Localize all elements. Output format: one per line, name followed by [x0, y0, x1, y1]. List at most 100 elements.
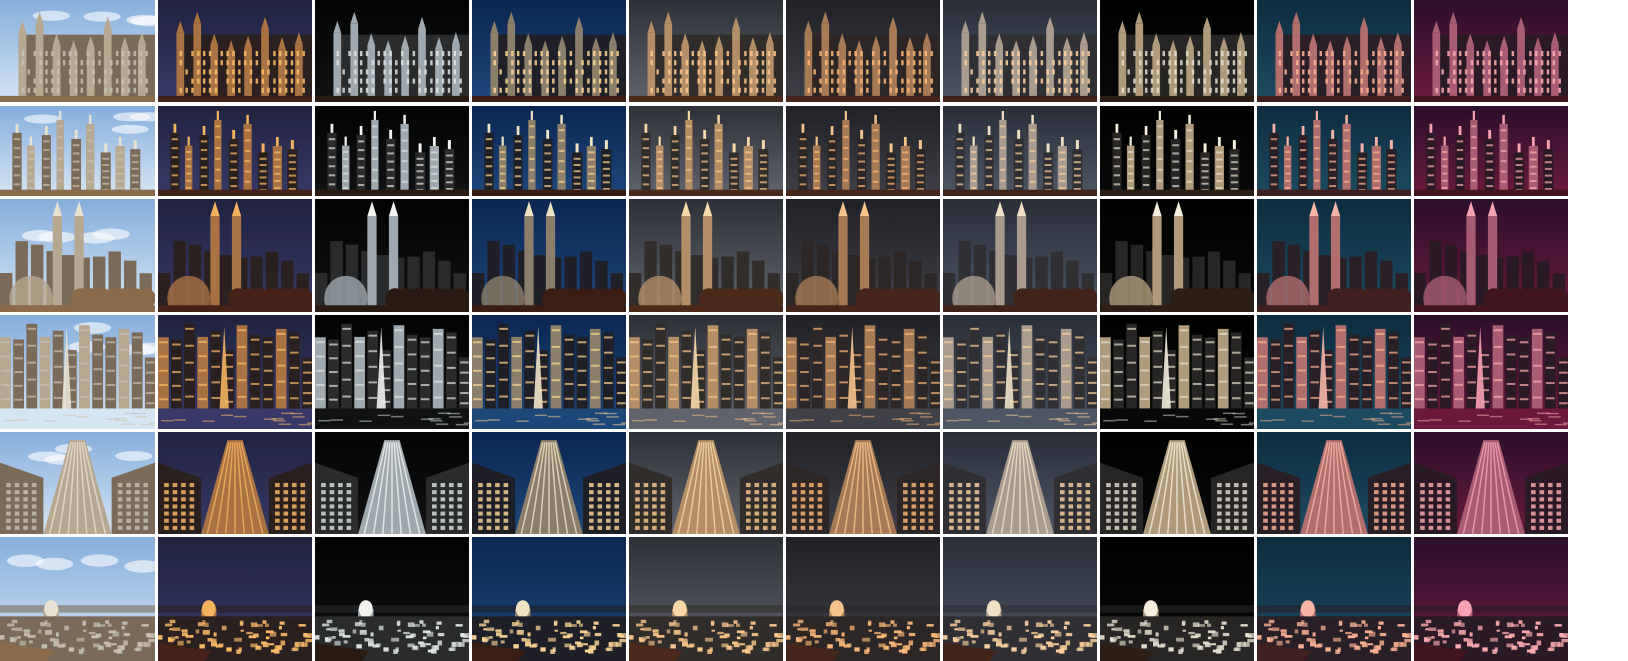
photo-glass-skyscrapers-night-deep-blue: [472, 106, 626, 196]
photo-twin-towers-skyline-day-original: [0, 199, 155, 312]
scene-domed-city-panorama: [629, 537, 783, 661]
scene-glass-skyscrapers: [315, 106, 469, 196]
photo-domed-city-panorama-day-original: [0, 537, 155, 661]
scene-domed-city-panorama: [1257, 537, 1411, 661]
photo-gothic-palace-night-pure-black: [1100, 0, 1254, 102]
scene-domed-city-panorama: [158, 537, 312, 661]
scene-art-deco-tower: [0, 432, 155, 534]
scene-waterfront-skyline: [315, 315, 469, 429]
photo-twin-towers-skyline-night-blue: [158, 199, 312, 312]
scene-gothic-palace: [629, 0, 783, 102]
photo-domed-city-panorama-night-gray: [629, 537, 783, 661]
photo-domed-city-panorama-night-dark-gray: [786, 537, 940, 661]
photo-gothic-palace-day-original: [0, 0, 155, 102]
scene-waterfront-skyline: [472, 315, 626, 429]
photo-glass-skyscrapers-night-blue: [158, 106, 312, 196]
scene-art-deco-tower: [1100, 432, 1254, 534]
photo-waterfront-skyline-night-deep-blue: [472, 315, 626, 429]
photo-glass-skyscrapers-day-original: [0, 106, 155, 196]
photo-twin-towers-skyline-night-deep-blue: [472, 199, 626, 312]
photo-domed-city-panorama-night-blue: [158, 537, 312, 661]
photo-art-deco-tower-night-slate: [943, 432, 1097, 534]
photo-gothic-palace-night-teal: [1257, 0, 1411, 102]
scene-glass-skyscrapers: [1414, 106, 1568, 196]
scene-twin-towers-skyline: [629, 199, 783, 312]
scene-twin-towers-skyline: [0, 199, 155, 312]
photo-art-deco-tower-night-gray: [629, 432, 783, 534]
scene-twin-towers-skyline: [315, 199, 469, 312]
photo-twin-towers-skyline-night-teal: [1257, 199, 1411, 312]
photo-domed-city-panorama-night-slate: [943, 537, 1097, 661]
scene-art-deco-tower: [158, 432, 312, 534]
scene-domed-city-panorama: [943, 537, 1097, 661]
photo-domed-city-panorama-night-crimson: [1414, 537, 1568, 661]
scene-gothic-palace: [1100, 0, 1254, 102]
scene-art-deco-tower: [1257, 432, 1411, 534]
scene-waterfront-skyline: [786, 315, 940, 429]
photo-twin-towers-skyline-night-crimson: [1414, 199, 1568, 312]
scene-waterfront-skyline: [1414, 315, 1568, 429]
scene-glass-skyscrapers: [158, 106, 312, 196]
scene-waterfront-skyline: [158, 315, 312, 429]
scene-twin-towers-skyline: [1414, 199, 1568, 312]
scene-gothic-palace: [943, 0, 1097, 102]
photo-waterfront-skyline-night-dark-gray: [786, 315, 940, 429]
scene-waterfront-skyline: [1257, 315, 1411, 429]
scene-glass-skyscrapers: [943, 106, 1097, 196]
photo-waterfront-skyline-night-blue: [158, 315, 312, 429]
photo-twin-towers-skyline-night-black: [315, 199, 469, 312]
photo-art-deco-tower-night-blue: [158, 432, 312, 534]
scene-art-deco-tower: [472, 432, 626, 534]
photo-twin-towers-skyline-night-dark-gray: [786, 199, 940, 312]
scene-twin-towers-skyline: [158, 199, 312, 312]
scene-art-deco-tower: [943, 432, 1097, 534]
photo-gothic-palace-night-deep-blue: [472, 0, 626, 102]
scene-domed-city-panorama: [1414, 537, 1568, 661]
scene-waterfront-skyline: [1100, 315, 1254, 429]
scene-glass-skyscrapers: [1100, 106, 1254, 196]
photo-glass-skyscrapers-night-teal: [1257, 106, 1411, 196]
photo-art-deco-tower-night-black: [315, 432, 469, 534]
photo-twin-towers-skyline-night-gray: [629, 199, 783, 312]
photo-waterfront-skyline-night-pure-black: [1100, 315, 1254, 429]
scene-waterfront-skyline: [629, 315, 783, 429]
photo-art-deco-tower-night-teal: [1257, 432, 1411, 534]
photo-glass-skyscrapers-night-dark-gray: [786, 106, 940, 196]
scene-gothic-palace: [1257, 0, 1411, 102]
scene-gothic-palace: [472, 0, 626, 102]
scene-gothic-palace: [158, 0, 312, 102]
photo-waterfront-skyline-night-slate: [943, 315, 1097, 429]
photo-domed-city-panorama-night-deep-blue: [472, 537, 626, 661]
scene-twin-towers-skyline: [1257, 199, 1411, 312]
photo-gothic-palace-night-gray: [629, 0, 783, 102]
photo-art-deco-tower-night-dark-gray: [786, 432, 940, 534]
photo-glass-skyscrapers-night-crimson: [1414, 106, 1568, 196]
photo-gothic-palace-night-blue: [158, 0, 312, 102]
photo-art-deco-tower-night-crimson: [1414, 432, 1568, 534]
scene-twin-towers-skyline: [472, 199, 626, 312]
scene-twin-towers-skyline: [943, 199, 1097, 312]
photo-waterfront-skyline-night-crimson: [1414, 315, 1568, 429]
scene-waterfront-skyline: [943, 315, 1097, 429]
scene-twin-towers-skyline: [786, 199, 940, 312]
scene-glass-skyscrapers: [472, 106, 626, 196]
scene-glass-skyscrapers: [0, 106, 155, 196]
scene-gothic-palace: [0, 0, 155, 102]
photo-glass-skyscrapers-night-black: [315, 106, 469, 196]
scene-gothic-palace: [1414, 0, 1568, 102]
photo-glass-skyscrapers-night-slate: [943, 106, 1097, 196]
photo-waterfront-skyline-day-original: [0, 315, 155, 429]
scene-glass-skyscrapers: [1257, 106, 1411, 196]
scene-domed-city-panorama: [786, 537, 940, 661]
photo-domed-city-panorama-night-black: [315, 537, 469, 661]
scene-waterfront-skyline: [0, 315, 155, 429]
photo-gothic-palace-night-dark-gray: [786, 0, 940, 102]
photo-domed-city-panorama-night-teal: [1257, 537, 1411, 661]
scene-domed-city-panorama: [1100, 537, 1254, 661]
scene-domed-city-panorama: [472, 537, 626, 661]
scene-gothic-palace: [315, 0, 469, 102]
photo-art-deco-tower-day-original: [0, 432, 155, 534]
photo-waterfront-skyline-night-gray: [629, 315, 783, 429]
scene-domed-city-panorama: [0, 537, 155, 661]
photo-twin-towers-skyline-night-slate: [943, 199, 1097, 312]
